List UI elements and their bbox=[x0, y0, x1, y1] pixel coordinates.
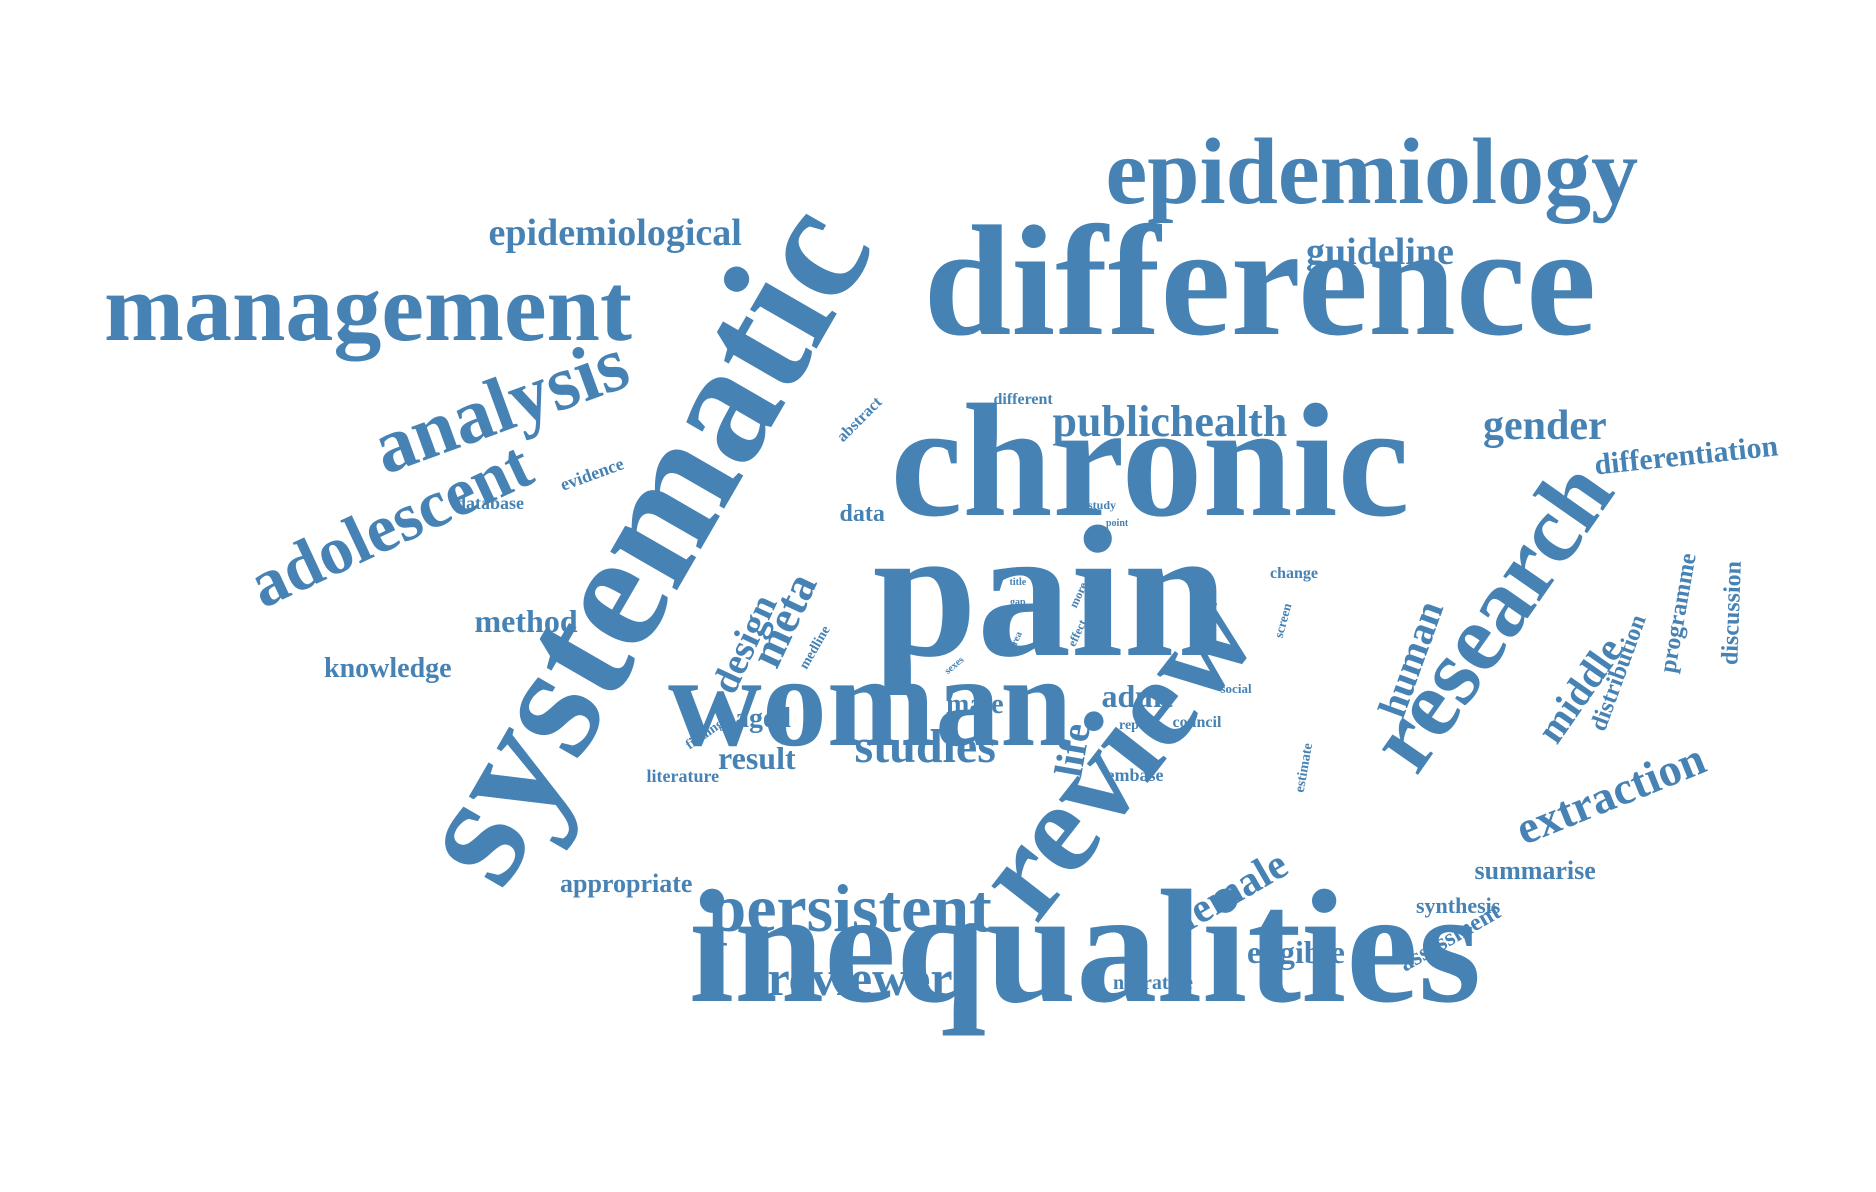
word-estimate: estimate bbox=[1292, 742, 1317, 794]
word-gap: gap bbox=[1010, 597, 1026, 608]
word-male: male bbox=[946, 689, 1004, 720]
word-different: different bbox=[993, 391, 1053, 408]
word-synthesis: synthesis bbox=[1416, 893, 1501, 918]
word-life: life bbox=[1044, 719, 1099, 781]
word-title: title bbox=[1009, 577, 1027, 588]
word-persistent: persistent bbox=[708, 870, 992, 946]
word-epidemiology: epidemiology bbox=[1105, 120, 1639, 224]
word-adult: adult bbox=[1101, 678, 1173, 714]
word-result: result bbox=[718, 740, 796, 776]
word-guideline: guideline bbox=[1306, 231, 1454, 273]
word-pain: pain bbox=[872, 487, 1228, 696]
word-embase: embase bbox=[1106, 765, 1164, 785]
word-social: social bbox=[1220, 680, 1252, 696]
word-programme: programme bbox=[1654, 551, 1702, 675]
word-study: study bbox=[1088, 498, 1117, 512]
word-screen: screen bbox=[1270, 601, 1294, 639]
word-database: database bbox=[456, 493, 525, 513]
word-aged: aged bbox=[735, 703, 791, 734]
word-inequalities: inequalities bbox=[689, 858, 1482, 1037]
word-reviewer: reviewer bbox=[767, 950, 953, 1006]
word-discussion: discussion bbox=[1717, 560, 1747, 666]
word-gender: gender bbox=[1483, 403, 1607, 449]
word-publichealth: publichealth bbox=[1052, 397, 1288, 446]
word-point: point bbox=[1106, 518, 1129, 529]
word-studies: studies bbox=[854, 720, 996, 773]
word-literature: literature bbox=[646, 766, 720, 786]
word-change: change bbox=[1270, 565, 1318, 582]
word-method: method bbox=[474, 603, 578, 639]
word-narrative: narrative bbox=[1113, 972, 1193, 994]
word-management: management bbox=[104, 254, 632, 361]
word-difference: difference bbox=[923, 194, 1597, 369]
word-woman: woman bbox=[668, 630, 1073, 774]
word-abstract: abstract bbox=[833, 393, 886, 446]
word-knowledge: knowledge bbox=[324, 653, 452, 684]
word-data: data bbox=[839, 501, 885, 527]
word-epidemiological: epidemiological bbox=[488, 212, 742, 254]
word-extraction: extraction bbox=[1508, 732, 1712, 855]
word-council: council bbox=[1172, 714, 1222, 731]
word-differentiation: differentiation bbox=[1592, 429, 1780, 482]
word-summarise: summarise bbox=[1474, 856, 1596, 885]
word-chronic: chronic bbox=[890, 372, 1410, 551]
word-appropriate: appropriate bbox=[560, 869, 693, 898]
word-report: report bbox=[1119, 718, 1157, 733]
word-eligible: eligible bbox=[1247, 934, 1345, 970]
